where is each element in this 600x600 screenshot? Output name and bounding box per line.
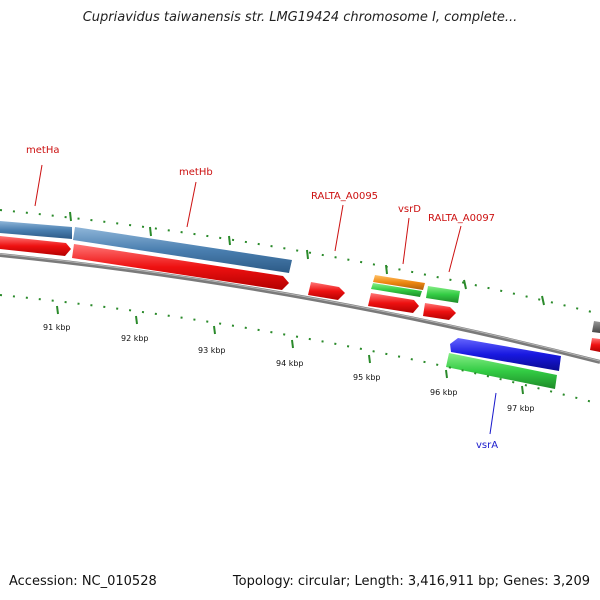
scale-label: 97 kbp [507,404,535,413]
blue-gene-metHb[interactable] [73,227,292,273]
outer-tick-ring [0,209,600,315]
scale-label: 92 kbp [121,334,149,343]
gene-label-RALTA_A0097[interactable]: RALTA_A0097 [428,213,495,224]
scale-label: 94 kbp [276,359,304,368]
red-gene-4[interactable] [368,293,419,313]
gene-labels: metHa metHb RALTA_A0095 vsrD RALTA_A0097… [26,145,498,451]
genome-backbone [0,253,600,364]
gene-label-metHa[interactable]: metHa [26,145,59,156]
green-gene-RALTA_A0097[interactable] [426,286,460,303]
scale-label: 93 kbp [198,346,226,355]
red-gene-edge[interactable] [590,338,600,352]
inner-tick-ring [0,294,600,405]
accession-text: Accession: NC_010528 [9,574,157,589]
map-title: Cupriavidus taiwanensis str. LMG19424 ch… [82,10,518,25]
gene-label-vsrA[interactable]: vsrA [476,440,498,451]
green-gene-small[interactable] [371,283,422,297]
red-gene-1[interactable] [0,236,71,256]
scale-label: 91 kbp [43,323,71,332]
green-gene-reverse[interactable] [446,353,557,389]
genome-stats-text: Topology: circular; Length: 3,416,911 bp… [232,574,590,589]
gene-label-metHb[interactable]: metHb [179,167,213,178]
blue-gene-metHa[interactable] [0,221,72,239]
scale-label: 95 kbp [353,373,381,382]
gene-label-vsrD[interactable]: vsrD [398,204,421,215]
gene-label-leaders [34,164,497,435]
gene-label-RALTA_A0095[interactable]: RALTA_A0095 [311,191,378,202]
red-gene-2[interactable] [72,244,289,290]
orange-gene-vsrD[interactable] [373,275,425,290]
darkblue-gene-vsrA[interactable] [450,338,561,371]
red-gene-3[interactable] [308,282,345,300]
scale-label: 96 kbp [430,388,458,397]
red-gene-5[interactable] [423,303,456,320]
scale-labels: 91 kbp 92 kbp 93 kbp 94 kbp 95 kbp 96 kb… [43,323,535,413]
gray-gene-edge[interactable] [592,321,600,333]
